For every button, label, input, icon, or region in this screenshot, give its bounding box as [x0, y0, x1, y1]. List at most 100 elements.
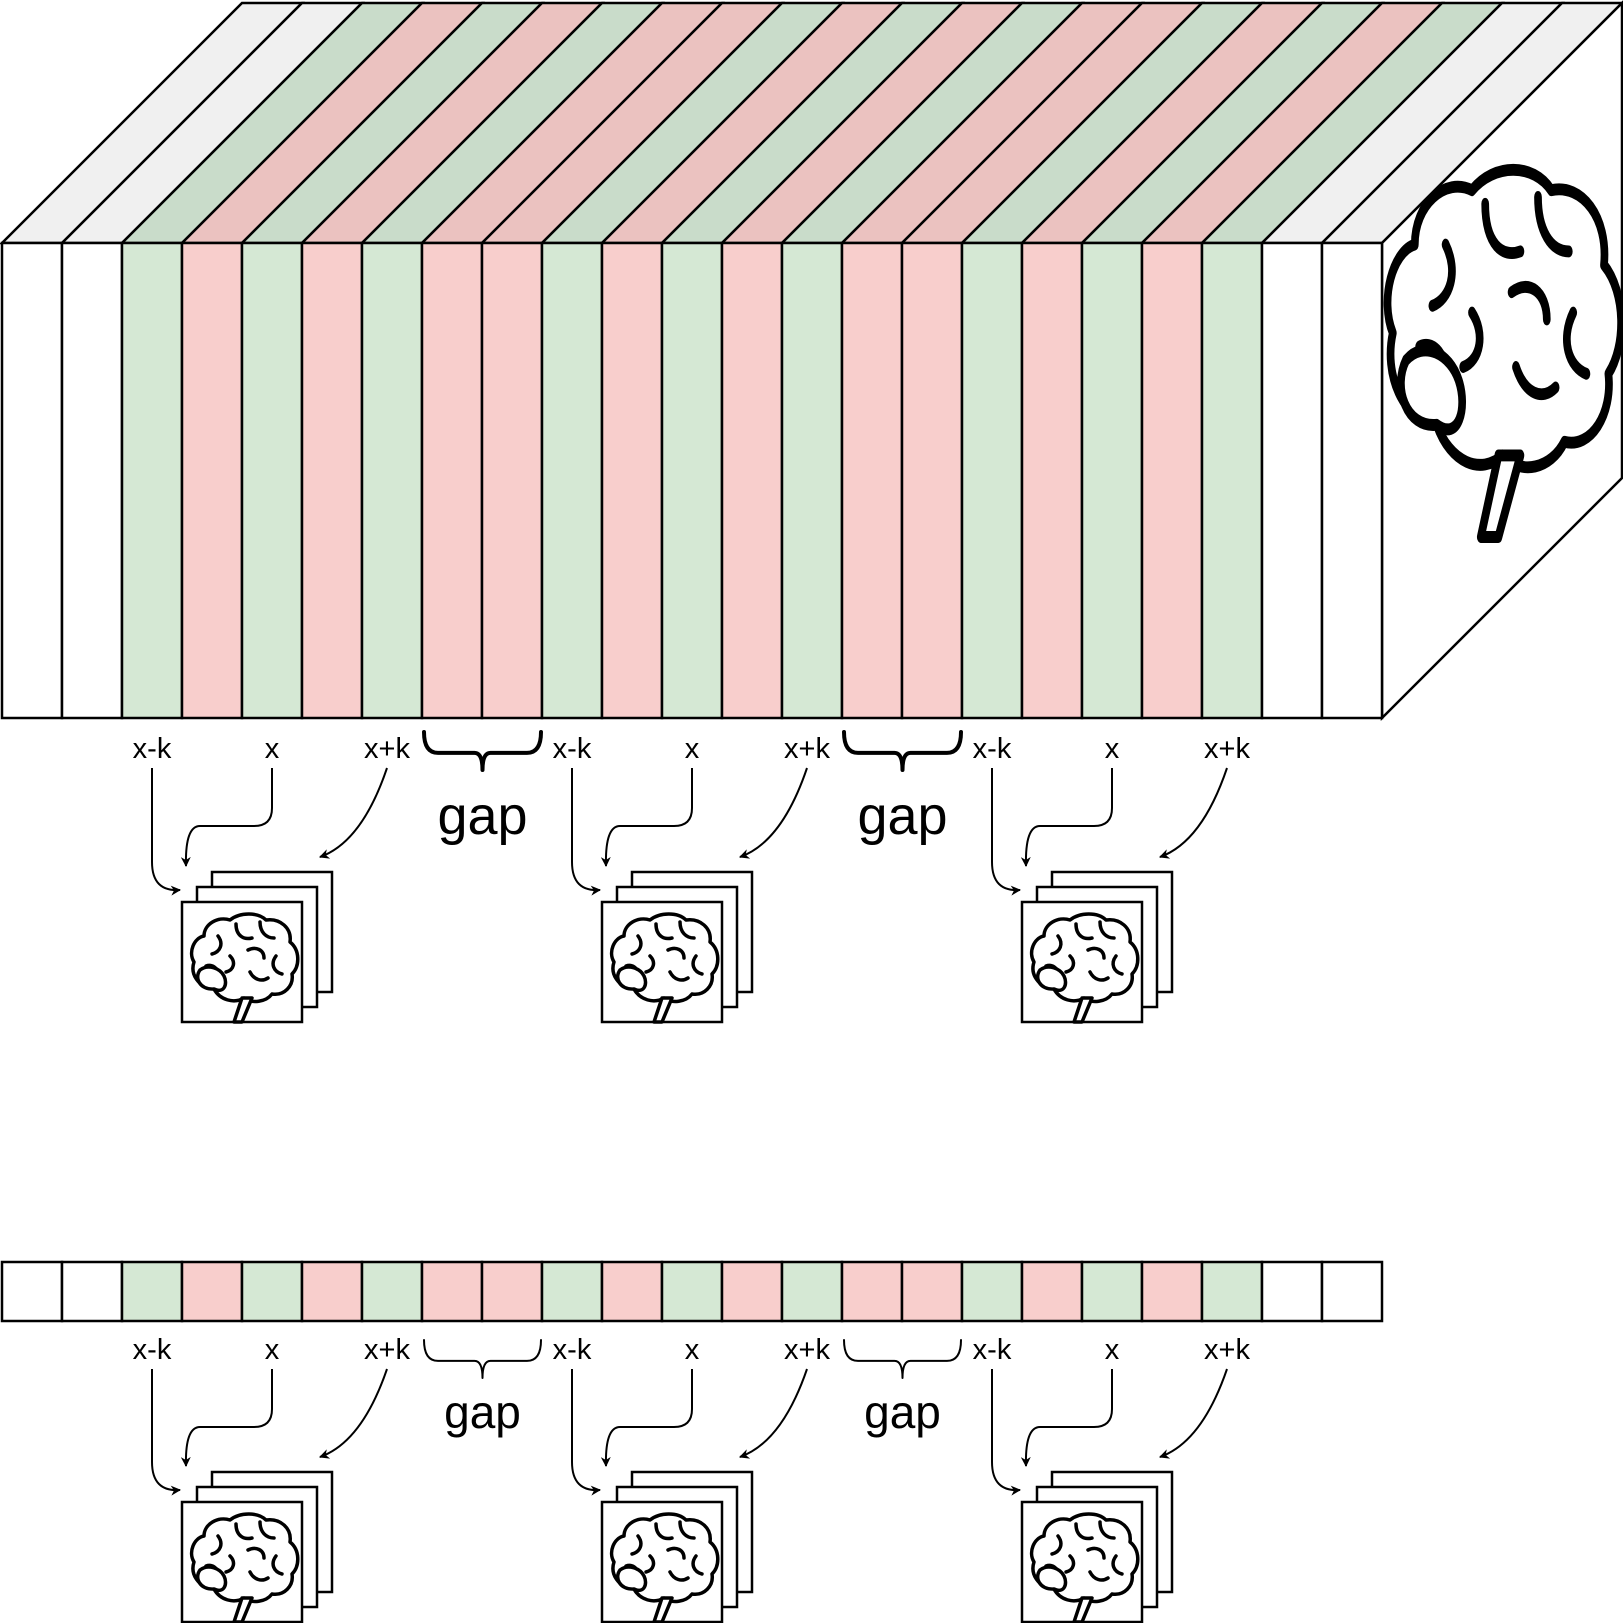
- strip-slice: [1080, 1260, 1144, 1323]
- volume-slice: [0, 241, 64, 720]
- volume-slice: [480, 241, 544, 720]
- volume-slice: [660, 241, 724, 720]
- arrow-x: [1020, 1369, 1113, 1467]
- arrow-x-plus-k: [1159, 767, 1228, 859]
- arrow-x-minus-k: [571, 1369, 601, 1496]
- arrow-x: [600, 768, 693, 867]
- volume-slice: [60, 241, 124, 720]
- volume-slice: [600, 241, 664, 720]
- volume-slice: [120, 241, 184, 720]
- arrow-x-plus-k: [739, 1368, 808, 1459]
- gap-label: gap: [864, 1386, 941, 1438]
- strip-slice: [600, 1260, 664, 1323]
- gap-brace: [422, 730, 543, 772]
- arrow-x-plus-k: [739, 767, 808, 859]
- arrow-x-minus-k: [991, 1369, 1021, 1496]
- arrow-x: [1020, 768, 1113, 867]
- strip-slice: [240, 1260, 304, 1323]
- slice-stack: [1020, 1470, 1174, 1623]
- slice-label: x: [265, 733, 280, 765]
- strip-slice: [1140, 1260, 1204, 1323]
- slice-label: x: [1105, 1334, 1120, 1366]
- strip-slice: [1200, 1260, 1264, 1323]
- strip-slice: [180, 1260, 244, 1323]
- volume-slice: [1080, 241, 1144, 720]
- volume-slice: [1200, 241, 1264, 720]
- arrow-x: [180, 1369, 273, 1467]
- volume-slice: [900, 241, 964, 720]
- slice-stack: [600, 870, 754, 1024]
- slice-strip: [0, 1260, 1384, 1323]
- gap-brace: [842, 730, 963, 772]
- slice-stack: [600, 1470, 754, 1623]
- slice-label: x-k: [133, 733, 172, 765]
- arrow-x-minus-k: [151, 768, 181, 896]
- arrow-x-minus-k: [991, 768, 1021, 896]
- gap-label: gap: [857, 786, 947, 846]
- volume-slice: [960, 241, 1024, 720]
- volume-slice: [1140, 241, 1204, 720]
- arrow-x-plus-k: [319, 767, 388, 859]
- volume-slice: [360, 241, 424, 720]
- strip-slice: [1020, 1260, 1084, 1323]
- slice-label: x+k: [364, 1334, 410, 1366]
- slice-label: x: [265, 1334, 280, 1366]
- strip-slice: [1320, 1260, 1384, 1323]
- slice-label: x-k: [133, 1334, 172, 1366]
- slice-stack: [180, 1470, 334, 1623]
- volume-front-slices: [0, 241, 1384, 720]
- strip-slice: [1260, 1260, 1324, 1323]
- slice-label: x: [685, 733, 700, 765]
- strip-slice: [300, 1260, 364, 1323]
- volume-top-face: [0, 1, 1623, 245]
- gap-brace: [843, 1339, 962, 1379]
- strip-slice: [720, 1260, 784, 1323]
- slice-label: x: [685, 1334, 700, 1366]
- volume-slice: [420, 241, 484, 720]
- strip-slice: [60, 1260, 124, 1323]
- slice-label: x-k: [973, 1334, 1012, 1366]
- slice-label: x+k: [1204, 1334, 1250, 1366]
- volume-slice: [1020, 241, 1084, 720]
- strip-slice: [360, 1260, 424, 1323]
- volume-slice: [240, 241, 304, 720]
- slice-label: x+k: [364, 733, 410, 765]
- strip-slice: [540, 1260, 604, 1323]
- volume-slice: [180, 241, 244, 720]
- slice-label: x-k: [973, 733, 1012, 765]
- slice-label: x+k: [784, 1334, 830, 1366]
- arrow-x-minus-k: [151, 1369, 181, 1496]
- slice-stack: [180, 870, 334, 1024]
- strip-slice: [960, 1260, 1024, 1323]
- volume-slice: [1320, 241, 1384, 720]
- gap-label: gap: [437, 786, 527, 846]
- arrow-x-minus-k: [571, 768, 601, 896]
- strip-slice: [0, 1260, 64, 1323]
- slice-label: x-k: [553, 733, 592, 765]
- strip-slice: [480, 1260, 544, 1323]
- volume-slice: [540, 241, 604, 720]
- arrow-x: [180, 768, 273, 867]
- gap-label: gap: [444, 1386, 521, 1438]
- arrow-x-plus-k: [1159, 1368, 1228, 1459]
- strip-slice: [840, 1260, 904, 1323]
- strip-slice: [780, 1260, 844, 1323]
- slice-label: x: [1105, 733, 1120, 765]
- volume-slice: [300, 241, 364, 720]
- slice-stack: [1020, 870, 1174, 1024]
- volume-annotations: x-k x x+k x-k x x+k x-k x x+k gap gap: [133, 730, 1250, 1024]
- slice-label: x+k: [1204, 733, 1250, 765]
- volume-slice: [1260, 241, 1324, 720]
- arrow-x-plus-k: [319, 1368, 388, 1459]
- strip-slice: [120, 1260, 184, 1323]
- slice-label: x-k: [553, 1334, 592, 1366]
- strip-annotations: x-k x x+k x-k x x+k x-k x x+k gap gap: [133, 1334, 1250, 1623]
- strip-slice: [900, 1260, 964, 1323]
- slice-label: x+k: [784, 733, 830, 765]
- volume-slice: [780, 241, 844, 720]
- volume-slice: [720, 241, 784, 720]
- volume-slice: [840, 241, 904, 720]
- arrow-x: [600, 1369, 693, 1467]
- strip-slice: [420, 1260, 484, 1323]
